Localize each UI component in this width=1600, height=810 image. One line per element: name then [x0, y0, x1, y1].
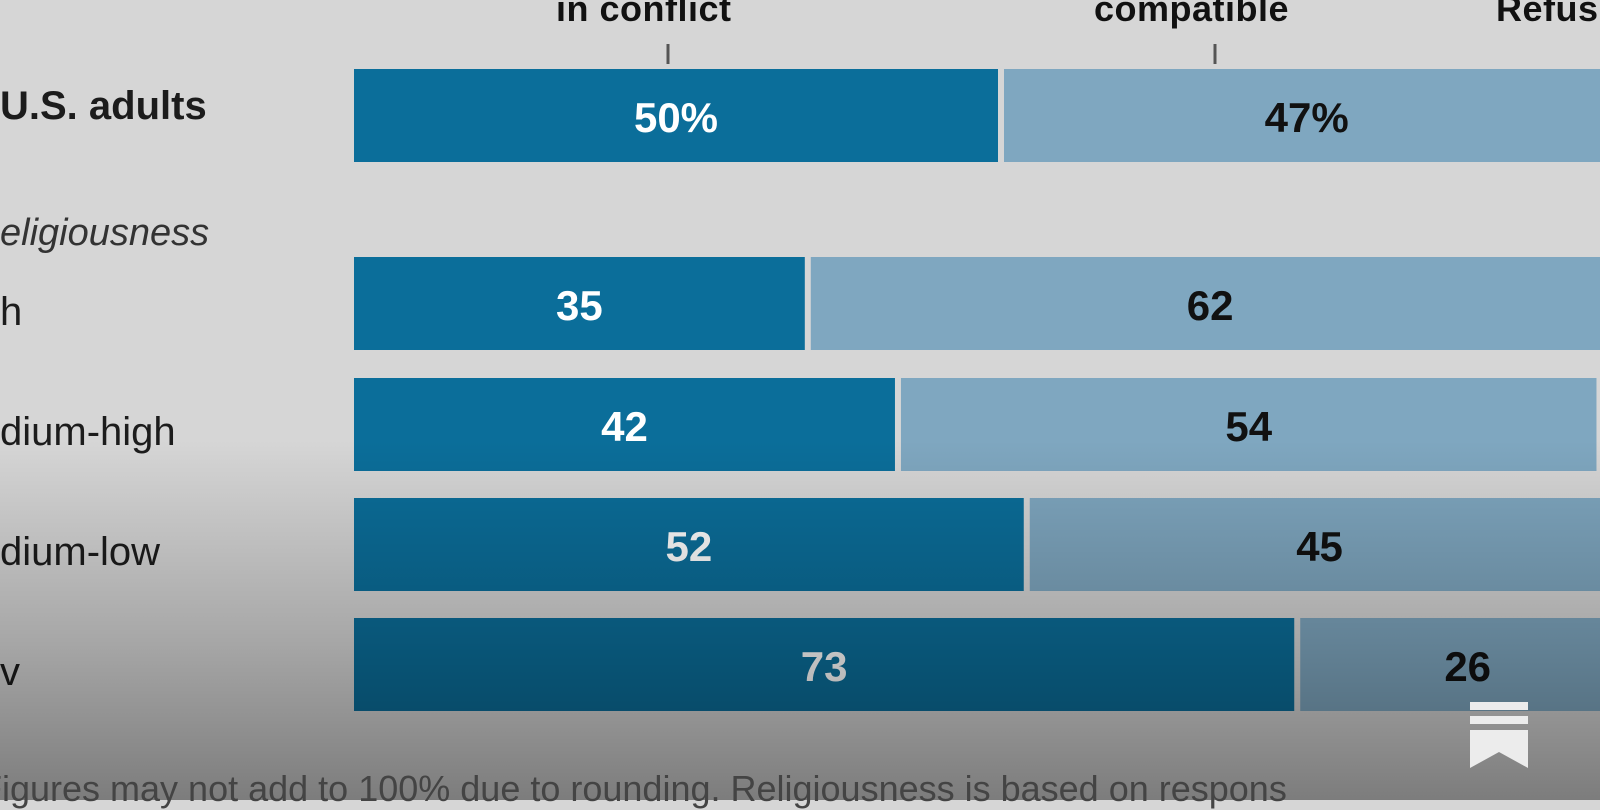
value-label-compatible-dium-high: 54 — [1225, 402, 1273, 450]
bar-compatible-h — [810, 257, 1600, 350]
bar-compatible-u-s-adults — [1004, 69, 1600, 162]
bar-in-conflict-u-s-adults — [354, 69, 998, 162]
bar-in-conflict-dium-high — [354, 378, 895, 471]
bar-in-conflict-h — [354, 257, 805, 350]
value-label-compatible-u-s-adults: 47% — [1264, 93, 1349, 141]
value-label-in-conflict-dium-high: 42 — [601, 402, 648, 450]
footnote: : Figures may not add to 100% due to rou… — [0, 768, 1287, 809]
row-label-h: h — [0, 290, 23, 334]
value-label-in-conflict-u-s-adults: 50% — [633, 93, 719, 141]
header-compatible: compatible — [1094, 0, 1290, 29]
value-label-in-conflict-v: 73 — [800, 642, 848, 690]
subhead-religiousness: eligiousness — [0, 212, 210, 254]
bar-in-conflict-v — [354, 618, 1295, 711]
value-label-in-conflict-h: 35 — [556, 281, 603, 329]
bookmark-icon[interactable] — [1470, 702, 1528, 768]
bar-compatible-dium-high — [900, 378, 1597, 471]
value-label-in-conflict-dium-low: 52 — [665, 522, 713, 570]
header-in-conflict: in conflict — [556, 0, 732, 29]
bar-compatible-v — [1300, 618, 1600, 711]
value-label-compatible-h: 62 — [1186, 281, 1234, 329]
row-label-u-s-adults: U.S. adults — [0, 84, 207, 128]
bar-compatible-dium-low — [1029, 498, 1600, 591]
row-label-dium-high: dium-high — [0, 410, 176, 454]
bar-in-conflict-dium-low — [354, 498, 1024, 591]
row-label-dium-low: dium-low — [0, 530, 161, 574]
value-label-compatible-v: 26 — [1444, 642, 1492, 690]
value-label-compatible-dium-low: 45 — [1296, 522, 1343, 570]
header-refused: Refus — [1496, 0, 1599, 29]
row-label-v: v — [0, 650, 20, 694]
